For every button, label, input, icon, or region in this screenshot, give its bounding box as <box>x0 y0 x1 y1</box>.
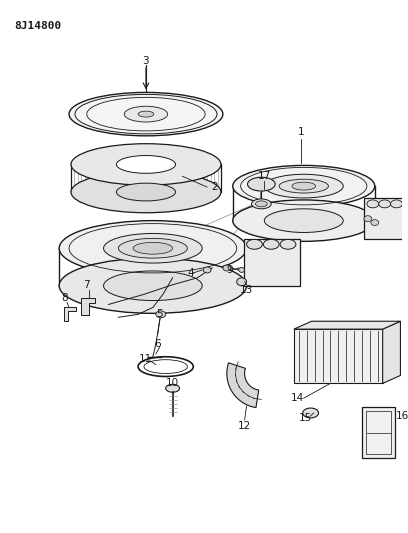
Polygon shape <box>64 308 76 321</box>
Ellipse shape <box>367 200 379 208</box>
Text: 5: 5 <box>156 309 163 319</box>
Polygon shape <box>227 363 259 408</box>
Ellipse shape <box>292 182 316 190</box>
Text: 1: 1 <box>297 127 304 137</box>
Ellipse shape <box>246 239 262 249</box>
Ellipse shape <box>379 200 390 208</box>
Ellipse shape <box>233 165 375 207</box>
Ellipse shape <box>59 221 246 276</box>
Ellipse shape <box>251 199 271 209</box>
Ellipse shape <box>138 111 154 117</box>
Ellipse shape <box>364 216 372 222</box>
Text: 15: 15 <box>299 413 313 423</box>
FancyBboxPatch shape <box>364 198 404 239</box>
Ellipse shape <box>116 156 175 173</box>
Text: 3: 3 <box>143 56 149 66</box>
Ellipse shape <box>166 384 180 392</box>
FancyBboxPatch shape <box>244 239 300 286</box>
Ellipse shape <box>133 243 173 254</box>
Polygon shape <box>294 321 400 329</box>
Ellipse shape <box>71 171 221 213</box>
Text: 14: 14 <box>291 393 304 403</box>
Ellipse shape <box>59 258 246 313</box>
Text: 13: 13 <box>240 285 253 295</box>
Ellipse shape <box>279 179 328 193</box>
Ellipse shape <box>390 200 402 208</box>
Ellipse shape <box>144 360 187 374</box>
Ellipse shape <box>303 408 319 418</box>
Ellipse shape <box>248 177 275 191</box>
Ellipse shape <box>104 271 202 301</box>
Ellipse shape <box>237 278 246 286</box>
Text: 10: 10 <box>166 378 179 389</box>
Text: 9: 9 <box>226 265 233 275</box>
Ellipse shape <box>116 183 175 201</box>
Text: 8J14800: 8J14800 <box>14 21 61 31</box>
Ellipse shape <box>118 238 187 258</box>
Ellipse shape <box>203 267 211 273</box>
Ellipse shape <box>71 144 221 185</box>
Text: 17: 17 <box>258 171 271 181</box>
Ellipse shape <box>264 174 343 198</box>
Text: 16: 16 <box>396 411 408 421</box>
Polygon shape <box>294 329 383 383</box>
Ellipse shape <box>69 92 223 136</box>
FancyBboxPatch shape <box>362 407 395 458</box>
Text: 11: 11 <box>138 354 152 364</box>
Text: 8: 8 <box>61 293 67 303</box>
Ellipse shape <box>104 233 202 263</box>
Ellipse shape <box>156 311 166 318</box>
Polygon shape <box>383 321 400 383</box>
Ellipse shape <box>223 265 231 271</box>
Text: 2: 2 <box>212 182 218 192</box>
Text: 7: 7 <box>84 280 90 290</box>
Ellipse shape <box>124 106 168 122</box>
Text: 6: 6 <box>155 339 161 349</box>
Ellipse shape <box>255 201 267 207</box>
Ellipse shape <box>371 220 379 225</box>
Ellipse shape <box>263 239 279 249</box>
Polygon shape <box>81 297 95 316</box>
Text: 4: 4 <box>187 268 194 278</box>
Ellipse shape <box>280 239 296 249</box>
Ellipse shape <box>239 268 244 272</box>
Ellipse shape <box>264 209 343 232</box>
Ellipse shape <box>233 200 375 241</box>
Text: 12: 12 <box>238 421 251 431</box>
